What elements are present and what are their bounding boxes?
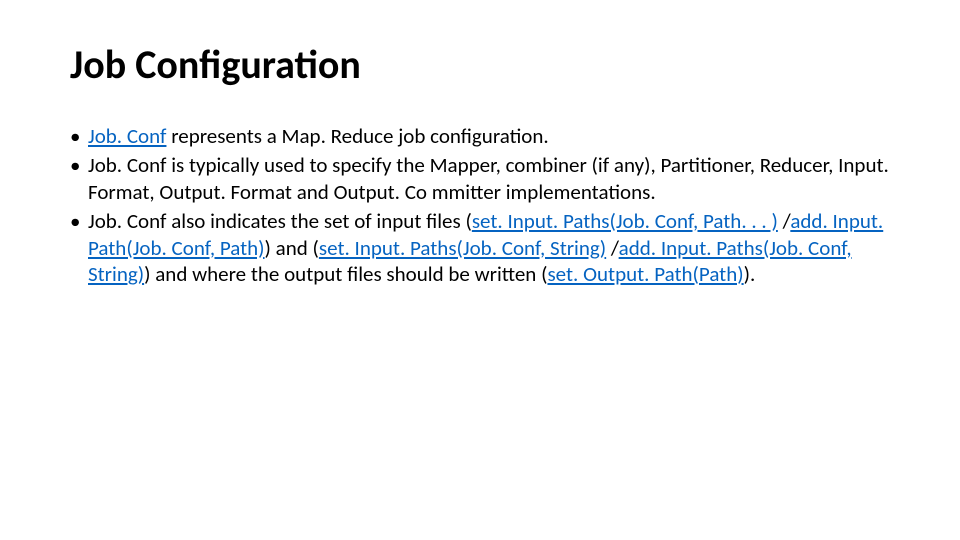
hyperlink-text[interactable]: set. Input. Paths(Job. Conf, Path. . . ) (472, 208, 778, 234)
body-text: ). (744, 261, 756, 287)
slide-container: Job Configuration Job. Conf represents a… (0, 0, 960, 540)
list-item: Job. Conf is typically used to specify t… (70, 152, 890, 206)
body-text: Job. Conf also indicates the set of inpu… (88, 208, 472, 234)
body-text: Job. Conf is typically used to specify t… (88, 152, 889, 205)
body-text: represents a Map. Reduce job configurati… (166, 123, 548, 149)
body-text: / (778, 208, 790, 234)
list-item: Job. Conf also indicates the set of inpu… (70, 208, 890, 289)
hyperlink-text[interactable]: set. Output. Path(Path) (547, 261, 743, 287)
body-text: ) and where the output files should be w… (144, 261, 547, 287)
page-title: Job Configuration (70, 40, 890, 89)
list-item: Job. Conf represents a Map. Reduce job c… (70, 123, 890, 150)
hyperlink-text[interactable]: Job. Conf (88, 123, 166, 149)
body-text: / (606, 235, 618, 261)
hyperlink-text[interactable]: set. Input. Paths(Job. Conf, String) (319, 235, 606, 261)
body-text: ) and ( (265, 235, 319, 261)
bullet-list: Job. Conf represents a Map. Reduce job c… (70, 123, 890, 288)
